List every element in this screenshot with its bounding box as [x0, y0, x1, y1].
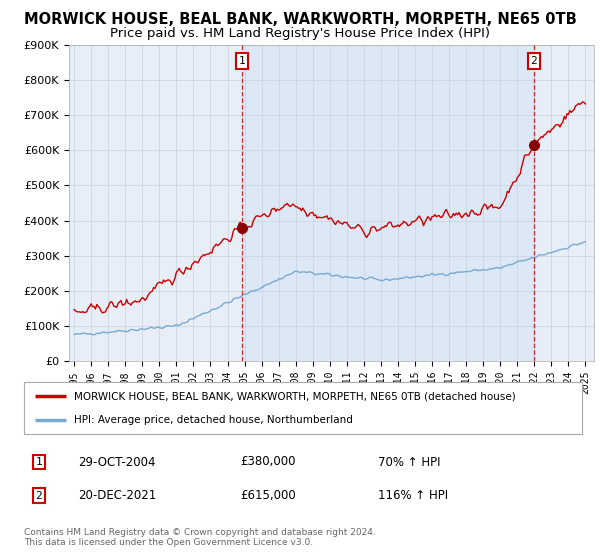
- Text: MORWICK HOUSE, BEAL BANK, WARKWORTH, MORPETH, NE65 0TB: MORWICK HOUSE, BEAL BANK, WARKWORTH, MOR…: [23, 12, 577, 27]
- Text: 29-OCT-2004: 29-OCT-2004: [78, 455, 155, 469]
- Bar: [242, 45, 534, 361]
- Text: Contains HM Land Registry data © Crown copyright and database right 2024.
This d: Contains HM Land Registry data © Crown c…: [24, 528, 376, 547]
- Text: 70% ↑ HPI: 70% ↑ HPI: [378, 455, 440, 469]
- Text: £615,000: £615,000: [240, 489, 296, 502]
- Text: £380,000: £380,000: [240, 455, 296, 469]
- Text: Price paid vs. HM Land Registry's House Price Index (HPI): Price paid vs. HM Land Registry's House …: [110, 27, 490, 40]
- Text: MORWICK HOUSE, BEAL BANK, WARKWORTH, MORPETH, NE65 0TB (detached house): MORWICK HOUSE, BEAL BANK, WARKWORTH, MOR…: [74, 391, 516, 402]
- Text: 116% ↑ HPI: 116% ↑ HPI: [378, 489, 448, 502]
- Text: 1: 1: [238, 56, 245, 66]
- Text: 20-DEC-2021: 20-DEC-2021: [78, 489, 156, 502]
- Text: 2: 2: [530, 56, 537, 66]
- Text: 2: 2: [35, 491, 43, 501]
- Text: HPI: Average price, detached house, Northumberland: HPI: Average price, detached house, Nort…: [74, 415, 353, 425]
- Text: 1: 1: [35, 457, 43, 467]
